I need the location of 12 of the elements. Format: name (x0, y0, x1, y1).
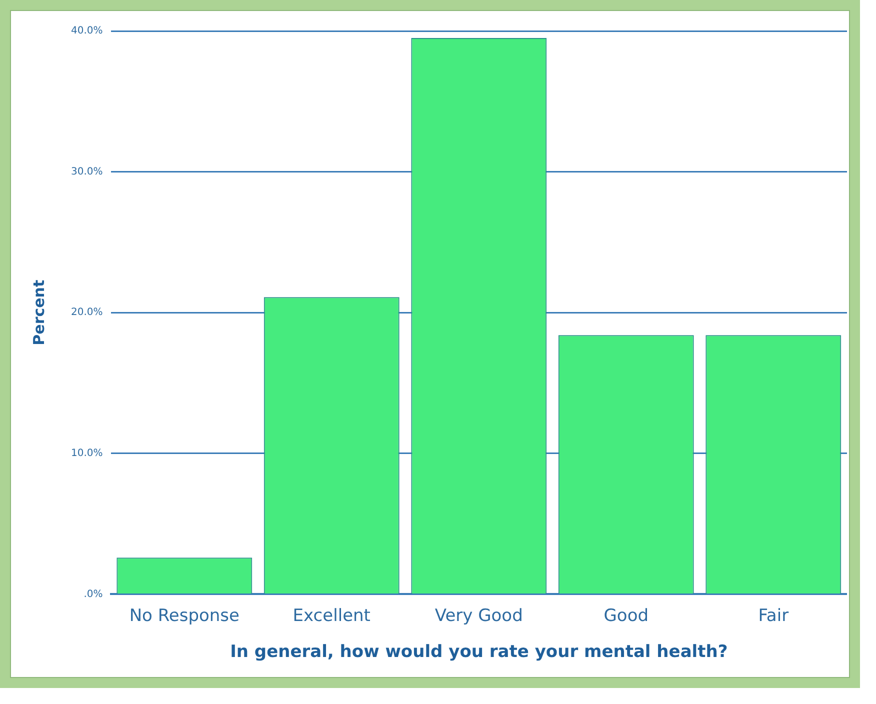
x-tick-label: No Response (129, 606, 240, 626)
x-tick-label: Good (604, 606, 649, 626)
y-tick-label: 30.0% (70, 166, 103, 178)
y-tick-label: 40.0% (70, 26, 103, 37)
x-tick-label: Very Good (434, 606, 523, 626)
y-tick-label: .0% (84, 588, 103, 600)
y-axis-title: Percent (30, 280, 48, 346)
x-tick-label: Excellent (292, 606, 371, 626)
x-tick-label: Fair (758, 606, 789, 626)
x-axis-title: In general, how would you rate your mental health? (230, 642, 728, 662)
y-tick-label: 20.0% (70, 307, 103, 318)
y-tick-label: 10.0% (70, 448, 103, 459)
